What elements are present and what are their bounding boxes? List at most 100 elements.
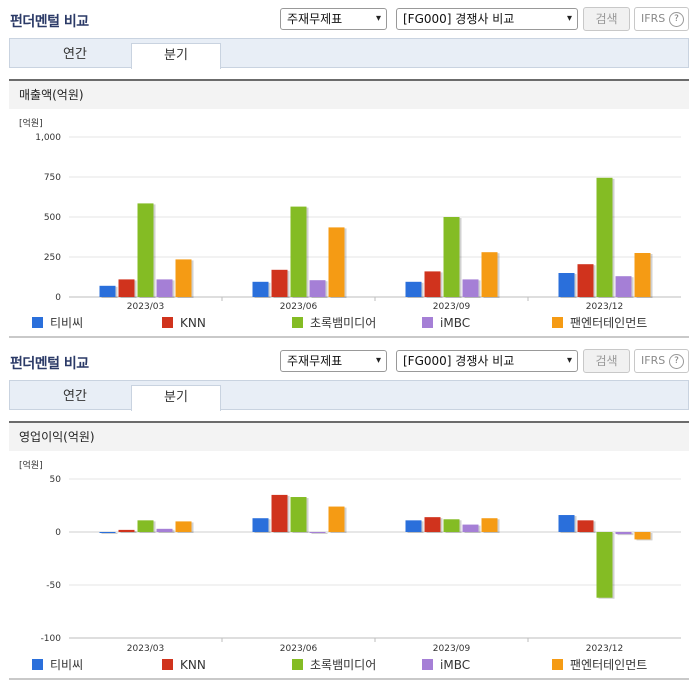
legend-label: KNN <box>180 316 206 330</box>
bar <box>137 520 154 532</box>
bar <box>634 532 651 540</box>
legend-label: iMBC <box>440 316 470 330</box>
ifrs-button[interactable]: IFRS ? <box>634 7 689 31</box>
legend-label: 초록뱀미디어 <box>310 316 376 330</box>
section-title: 매출액(억원) <box>9 79 689 109</box>
x-tick-label: 2023/03 <box>127 302 164 312</box>
bar <box>634 253 651 297</box>
bar <box>99 285 116 297</box>
ifrs-label: IFRS <box>641 354 666 367</box>
legend-label: 티비씨 <box>50 316 83 330</box>
bar <box>309 280 326 297</box>
chevron-down-icon: ▾ <box>566 13 572 24</box>
bar <box>328 227 345 297</box>
help-icon[interactable]: ? <box>669 354 684 369</box>
legend-label: 팬엔터테인먼트 <box>570 316 647 330</box>
help-icon[interactable]: ? <box>669 12 684 27</box>
bar <box>309 532 326 533</box>
bar <box>405 281 422 297</box>
y-tick-label: -100 <box>41 634 62 644</box>
legend-label: 티비씨 <box>50 658 83 672</box>
bar <box>596 532 613 598</box>
peer-select[interactable]: [FG000] 경쟁사 비교 ▾ <box>396 350 578 372</box>
bar <box>99 532 116 533</box>
panel-title: 펀더멘털 비교 <box>10 356 89 372</box>
chevron-down-icon: ▾ <box>566 355 572 366</box>
x-tick-label: 2023/03 <box>127 644 164 654</box>
y-tick-label: 0 <box>55 293 61 303</box>
search-button[interactable]: 검색 <box>583 349 630 373</box>
bar <box>290 206 307 297</box>
bar <box>156 528 173 532</box>
bar <box>424 517 441 532</box>
x-tick-label: 2023/06 <box>280 644 318 654</box>
legend-swatch <box>162 317 173 328</box>
legend-swatch <box>552 317 563 328</box>
bar <box>481 518 498 532</box>
tab-quarterly[interactable]: 분기 <box>131 43 221 69</box>
search-button[interactable]: 검색 <box>583 7 630 31</box>
period-tabs: 연간 분기 <box>9 380 689 411</box>
bar <box>596 177 613 297</box>
bar-shadow <box>311 533 328 534</box>
legend-swatch <box>552 659 563 670</box>
bar <box>577 264 594 297</box>
bar <box>405 520 422 532</box>
statement-select-value: 주재무제표 <box>287 354 343 368</box>
tab-annual[interactable]: 연간 <box>63 389 87 404</box>
legend-label: 팬엔터테인먼트 <box>570 658 647 672</box>
legend-label: KNN <box>180 658 206 672</box>
legend-swatch <box>292 317 303 328</box>
bar <box>558 515 575 532</box>
unit-label: [억원] <box>19 459 43 471</box>
peer-select[interactable]: [FG000] 경쟁사 비교 ▾ <box>396 8 578 30</box>
bar <box>481 252 498 297</box>
unit-label: [억원] <box>19 117 43 129</box>
bar <box>175 521 192 532</box>
legend-swatch <box>422 659 433 670</box>
bar <box>290 497 307 532</box>
section-title: 영업이익(억원) <box>9 421 689 451</box>
tab-quarterly[interactable]: 분기 <box>131 385 221 411</box>
legend-label: iMBC <box>440 658 470 672</box>
bar <box>558 273 575 297</box>
panel-revenue: 펀더멘털 비교 주재무제표 ▾ [FG000] 경쟁사 비교 ▾ 검색 IFRS… <box>9 7 689 338</box>
y-tick-label: 50 <box>50 475 62 485</box>
legend-swatch <box>32 659 43 670</box>
bar <box>443 217 460 297</box>
x-tick-label: 2023/12 <box>586 644 623 654</box>
bar <box>328 506 345 532</box>
x-tick-label: 2023/12 <box>586 302 623 312</box>
legend-swatch <box>162 659 173 670</box>
bar <box>615 276 632 297</box>
statement-select[interactable]: 주재무제표 ▾ <box>280 350 387 372</box>
bar <box>443 519 460 532</box>
ifrs-button[interactable]: IFRS ? <box>634 349 689 373</box>
y-tick-label: -50 <box>46 581 61 591</box>
tab-annual[interactable]: 연간 <box>63 47 87 62</box>
statement-select-value: 주재무제표 <box>287 12 343 26</box>
bar <box>118 279 135 297</box>
x-tick-label: 2023/06 <box>280 302 318 312</box>
bar <box>156 279 173 297</box>
bar <box>137 203 154 297</box>
legend-swatch <box>422 317 433 328</box>
bar <box>252 518 269 532</box>
peer-select-value: [FG000] 경쟁사 비교 <box>403 12 515 26</box>
divider <box>9 336 689 338</box>
bar <box>577 520 594 532</box>
statement-select[interactable]: 주재무제표 ▾ <box>280 8 387 30</box>
y-tick-label: 750 <box>44 173 61 183</box>
legend-label: 초록뱀미디어 <box>310 658 376 672</box>
y-tick-label: 1,000 <box>35 133 61 143</box>
ifrs-label: IFRS <box>641 12 666 25</box>
period-tabs: 연간 분기 <box>9 38 689 69</box>
bar <box>252 281 269 297</box>
bar <box>615 532 632 535</box>
bar <box>175 259 192 297</box>
panel-title: 펀더멘털 비교 <box>10 14 89 30</box>
peer-select-value: [FG000] 경쟁사 비교 <box>403 354 515 368</box>
legend-swatch <box>292 659 303 670</box>
bar <box>424 271 441 297</box>
y-tick-label: 0 <box>55 528 61 538</box>
